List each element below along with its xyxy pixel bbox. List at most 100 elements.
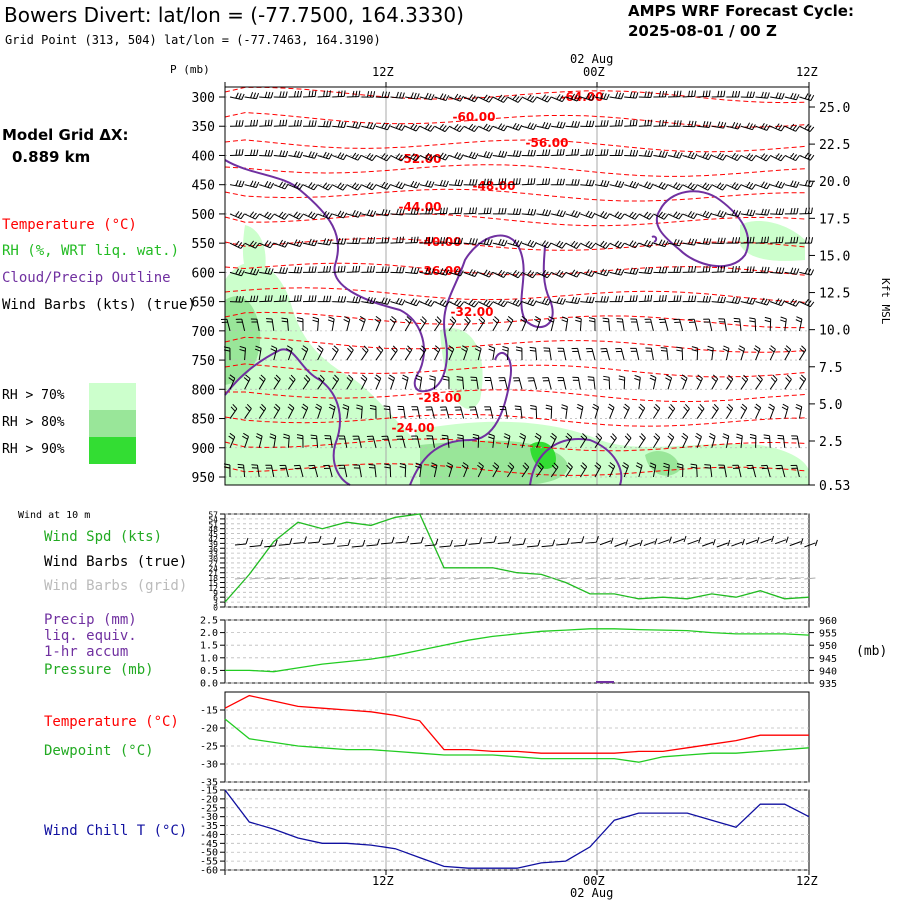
wind-barb-flag [529,346,536,349]
wind-barb-shaft [492,348,496,361]
wind-barb-flag [483,299,488,305]
wind-barb-flag [515,346,522,349]
wind-barb-flag [318,377,324,383]
wind-barb-shaft [740,379,749,390]
wind-barb-shaft [650,319,654,331]
wind-barb-flag [333,345,339,351]
wind-barb-flag [406,316,412,321]
wind-barb-flag [644,267,648,274]
wind-barb-flag [658,90,662,98]
wind-barb-flag [720,296,724,303]
wind-barb [536,270,552,279]
wind-barb-flag [442,268,447,275]
wind-barb-flag [736,184,742,191]
wind-barb [682,238,698,246]
wind-barb-flag [308,151,312,158]
wind-barb [718,318,727,331]
wind-barb-shaft [419,320,427,332]
wind-barb [624,149,639,157]
surface-wind-barb-flag [727,539,731,547]
wind-barb-shaft [374,465,377,478]
wind-barb-flag [420,318,426,324]
wind-barb [492,299,508,308]
wind-barb-flag [483,269,488,276]
wind-barb-flag [489,152,493,159]
wind-barb-flag [571,296,575,303]
wind-barb-flag [588,93,593,100]
wind-barb-flag [650,267,654,274]
surface-wind-barb-shaft [249,545,261,548]
surface-wind-barb-shaft [483,541,495,544]
cloud-outline [224,348,351,486]
wind-barb-flag [754,345,761,350]
wind-barb [609,433,617,449]
wind-barb-flag [340,265,343,273]
wind-barb-flag [475,238,478,245]
wind-barb [308,464,319,478]
wind-barb-flag [326,238,330,245]
wind-barb-flag [460,237,463,244]
wind-barb [492,150,508,158]
wind-barb-shaft [798,406,803,419]
wind-barb-flag [383,154,389,160]
wind-barb-flag [767,92,770,99]
wind-barb-flag [374,377,380,382]
wind-barb-flag [623,462,629,467]
wind-barb-flag [270,150,274,157]
wind-barb [521,178,536,186]
wind-barb-flag [416,208,420,215]
pressure-tick-label: 600 [192,266,215,281]
wind-barb-flag [550,435,556,441]
wind-barb-flag [763,154,768,160]
wind-barb-flag [259,377,265,382]
wind-barb-flag [635,465,642,469]
wind-barb-flag [402,236,404,243]
wind-barb-shaft [652,408,661,419]
wind-barb [390,123,406,131]
wind-barb-flag [522,464,528,470]
wind-barb-flag [410,180,415,187]
top-tick-12z-a: 12Z [372,65,394,79]
wind-barb [622,462,629,478]
wind-barb [623,403,630,419]
wind-barb-flag [661,90,665,98]
wind-barb-shaft [316,435,319,448]
wind-barb-flag [228,435,234,440]
wind-barb [784,298,800,307]
wind-barb-flag [752,124,756,130]
wind-barb-flag [600,211,605,217]
wind-barb-shaft [402,406,406,419]
wind-barb-shaft [331,406,336,419]
wind-barb-flag [342,185,348,191]
wind-barb-flag [785,377,791,383]
wind-barb-flag [501,239,505,246]
wind-barb-shaft [314,465,319,478]
wind-barb-shaft [288,213,300,220]
wind-barb-flag [517,272,523,279]
wind-barb-flag [355,90,358,97]
wind-barb-flag [746,266,749,273]
wind-barb-shaft [404,464,407,478]
wind-barb [301,345,309,361]
wind-barb [770,180,785,189]
wind-barb [259,240,275,249]
wind-barb-shaft [562,348,567,361]
wind-barb-flag [462,462,469,467]
wind-barb [682,265,697,273]
wind-barb-flag [457,153,462,159]
wind-barb-shaft [693,319,698,331]
pressure-right-tick-label: 935 [819,679,837,690]
wind-barb-shaft [638,437,646,449]
surface-wind-barb-flag [289,538,293,545]
surface-wind-barb-flag [347,539,351,546]
wind-barb-flag [310,183,316,189]
wind-barb-flag [512,239,517,246]
wind-barb-flag [717,237,720,244]
wind-barb-flag [509,462,515,468]
wind-barb [749,317,757,331]
wind-barb-flag [595,462,602,467]
wind-barb-flag [439,123,444,130]
wind-barb-flag [500,300,505,306]
wind-barb-flag [281,182,286,189]
wind-barb-flag [352,121,356,128]
